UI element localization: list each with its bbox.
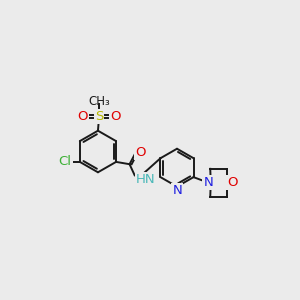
Text: S: S [95, 110, 103, 123]
Text: CH₃: CH₃ [88, 95, 110, 108]
Text: Cl: Cl [59, 155, 72, 168]
Text: O: O [227, 176, 238, 189]
Text: O: O [78, 110, 88, 123]
Text: N: N [172, 184, 182, 197]
Text: HN: HN [136, 173, 155, 186]
Text: N: N [203, 176, 213, 189]
Text: O: O [110, 110, 121, 123]
Text: O: O [135, 146, 145, 159]
